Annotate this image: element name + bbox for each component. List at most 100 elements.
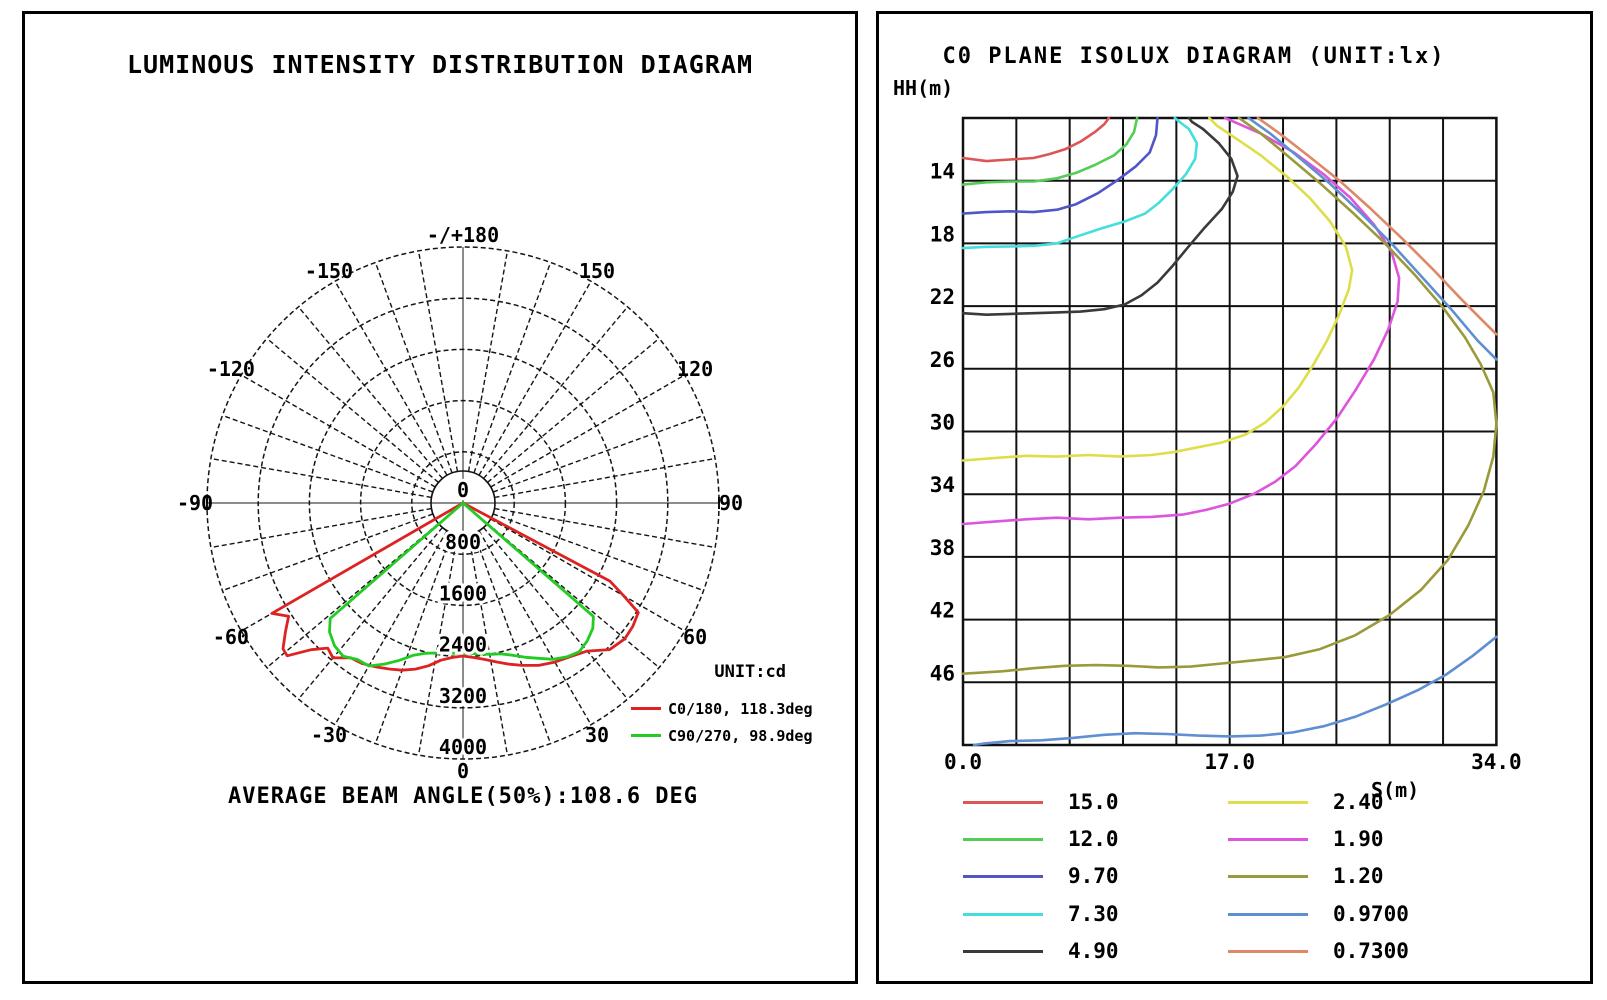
isolux-legend-swatch — [963, 912, 1043, 916]
polar-series-curve-0 — [270, 501, 640, 672]
isolux-ytick-34: 34 — [930, 473, 955, 497]
isolux-xtick-34.0: 34.0 — [1471, 750, 1522, 774]
polar-legend: C0/180, 118.3deg C90/270, 98.9deg — [631, 695, 813, 749]
polar-unit-label: UNIT:cd — [714, 662, 786, 682]
isolux-ytick-42: 42 — [930, 599, 955, 623]
polar-grid-ring — [206, 246, 720, 760]
polar-legend-label: C0/180, 118.3deg — [668, 699, 813, 718]
polar-angle-label--30: -30 — [311, 723, 347, 747]
polar-grid-spoke — [417, 250, 459, 472]
isolux-ytick-38: 38 — [930, 536, 955, 560]
polar-grid-spoke — [222, 513, 434, 592]
isolux-ytick-46: 46 — [930, 661, 955, 685]
polar-angle-label--60: -60 — [213, 625, 249, 649]
isolux-ytick-26: 26 — [930, 348, 955, 372]
isolux-contour-2.40 — [961, 116, 1354, 462]
y-axis-label: HH(m) — [893, 76, 954, 100]
polar-angle-label-120: 120 — [677, 357, 713, 381]
isolux-legend-label: 0.7300 — [1333, 939, 1409, 963]
polar-grid-ring — [411, 451, 515, 555]
polar-angle-label-90: 90 — [719, 491, 743, 515]
polar-radial-label: 4000 — [439, 735, 487, 759]
isolux-legend-item-12.0: 12.0 — [963, 827, 1119, 851]
isolux-legend-label: 2.40 — [1333, 790, 1384, 814]
polar-grid-spoke — [487, 337, 660, 483]
polar-hub-circle — [430, 470, 496, 536]
isolux-legend-label: 0.9700 — [1333, 902, 1409, 926]
polar-grid-spoke — [222, 414, 434, 493]
polar-grid-spoke — [334, 530, 448, 726]
isolux-contour-0.9700 — [1247, 116, 1498, 361]
polar-grid-spoke — [490, 374, 686, 488]
isolux-legend-label: 1.20 — [1333, 864, 1384, 888]
polar-angle-label--150: -150 — [305, 259, 353, 283]
polar-angle-label--120: -120 — [207, 357, 255, 381]
polar-grid-spoke — [483, 527, 629, 700]
isolux-legend-item-0.9700: 0.9700 — [1228, 902, 1409, 926]
polar-grid-spoke — [490, 518, 686, 632]
isolux-legend-label: 1.90 — [1333, 827, 1384, 851]
polar-angle-label-150: 150 — [579, 259, 615, 283]
isolux-legend-swatch — [963, 837, 1043, 841]
polar-grid-spoke — [492, 513, 704, 592]
polar-grid-spoke — [266, 523, 439, 669]
polar-grid-spoke — [478, 530, 592, 726]
average-beam-angle-text: AVERAGE BEAM ANGLE(50%):108.6 DEG — [227, 784, 699, 809]
polar-radial-label: 3200 — [439, 684, 487, 708]
isolux-panel: 14 18 22 26 30 34 38 42 46 0.0 17.0 34.0 C0 PLANE I… — [876, 11, 1593, 984]
polar-grid-spoke — [417, 534, 459, 756]
isolux-legend-item-7.30: 7.30 — [963, 902, 1119, 926]
polar-angle-label--90: -90 — [177, 491, 213, 515]
polar-grid-spoke — [478, 280, 592, 476]
polar-grid-spoke — [297, 527, 443, 700]
isolux-legend-swatch — [1228, 874, 1308, 878]
polar-grid-spoke — [483, 306, 629, 479]
isolux-legend-item-1.20: 1.20 — [1228, 864, 1384, 888]
isolux-legend: 15.0 12.0 9.70 7.30 4.90 2.40 1.90 1.20 0.9700 0.… — [963, 786, 1563, 976]
polar-radial-label: 800 — [445, 530, 481, 554]
polar-grid-spoke — [210, 457, 432, 499]
isolux-xtick-0.0: 0.0 — [944, 750, 982, 774]
polar-legend-item-1: C90/270, 98.9deg — [631, 722, 813, 749]
isolux-legend-label: 4.90 — [1068, 939, 1119, 963]
x-axis-label: S(m) — [1371, 778, 1420, 802]
isolux-ytick-14: 14 — [930, 160, 955, 184]
polar-grid-spoke — [492, 414, 704, 493]
polar-grid-spoke — [210, 507, 432, 549]
polar-angle-label-0: 0 — [457, 759, 469, 783]
polar-legend-label: C90/270, 98.9deg — [668, 726, 813, 745]
isolux-legend-swatch — [963, 874, 1043, 878]
isolux-contour-12.0 — [961, 116, 1139, 186]
polar-grid-spoke — [473, 262, 552, 474]
polar-angle-label-30: 30 — [585, 723, 609, 747]
isolux-contour-9.70 — [961, 116, 1159, 215]
polar-series-curve-1 — [328, 501, 595, 668]
polar-chart-canvas: 080016002400320040000306090120150-/+180-… — [177, 223, 743, 783]
isolux-legend-label: 12.0 — [1068, 827, 1119, 851]
isolux-legend-swatch — [963, 800, 1043, 804]
polar-grid-spoke — [266, 337, 439, 483]
right-chart-title: C0 PLANE ISOLUX DIAGRAM (UNIT:lx) — [942, 44, 1446, 69]
polar-grid-ring — [359, 399, 567, 607]
isolux-legend-item-0.7300: 0.7300 — [1228, 939, 1409, 963]
isolux-legend-swatch — [963, 949, 1043, 953]
isolux-legend-label: 15.0 — [1068, 790, 1119, 814]
polar-radial-label: 0 — [457, 478, 469, 502]
isolux-legend-swatch — [1228, 800, 1308, 804]
isolux-xtick-17.0: 17.0 — [1204, 750, 1255, 774]
isolux-ytick-22: 22 — [930, 285, 955, 309]
isolux-legend-label: 7.30 — [1068, 902, 1119, 926]
isolux-legend-swatch — [1228, 949, 1308, 953]
isolux-contour-1.20 — [961, 116, 1498, 675]
isolux-legend-label: 9.70 — [1068, 864, 1119, 888]
luminous-intensity-panel: 0 800 1600 2400 3200 4000 0 30 60 90 120 150 -/+180-… — [22, 11, 858, 984]
isolux-legend-item-1.90: 1.90 — [1228, 827, 1384, 851]
polar-angle-label--/+180: -/+180 — [427, 223, 499, 247]
isolux-legend-swatch — [1228, 837, 1308, 841]
isolux-contour-7.30 — [961, 116, 1199, 250]
polar-grid-spoke — [374, 262, 453, 474]
polar-legend-swatch — [631, 734, 661, 737]
polar-grid-spoke — [467, 250, 509, 472]
isolux-ytick-30: 30 — [930, 411, 955, 435]
